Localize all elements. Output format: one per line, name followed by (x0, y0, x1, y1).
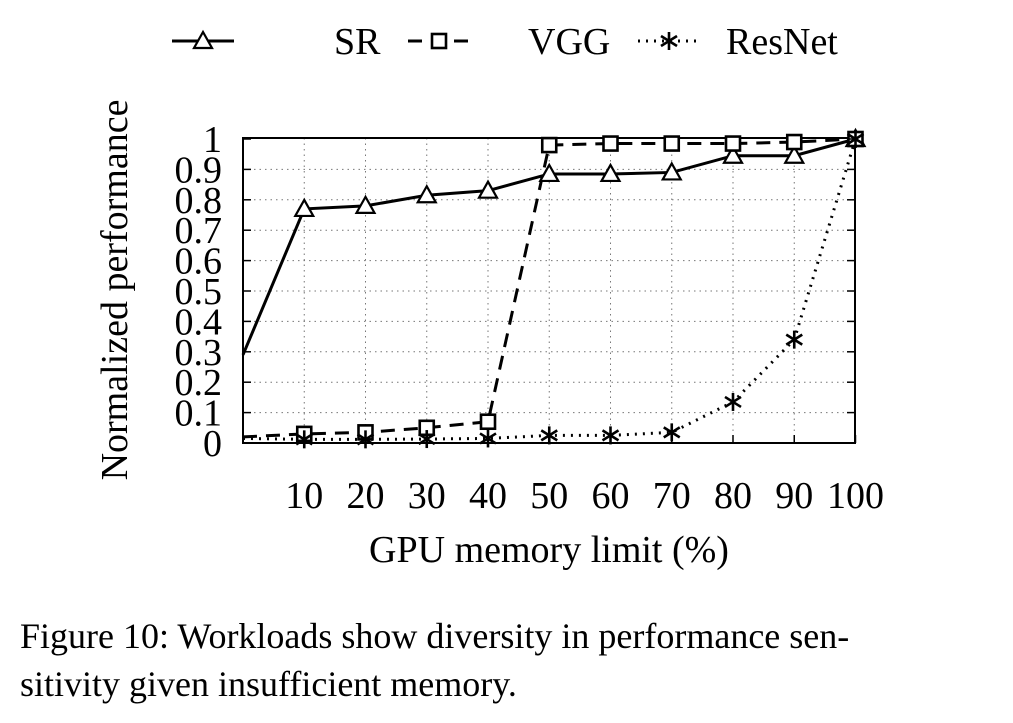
marker-sr (477, 179, 499, 199)
y-tick-label: 0.6 (175, 241, 223, 283)
x-tick-label: 40 (469, 475, 507, 517)
marker-vgg (724, 135, 742, 152)
x-tick-label: 20 (347, 475, 385, 517)
marker-sr (722, 144, 744, 164)
series-line-resnet (242, 138, 857, 441)
grid-lines (243, 138, 855, 443)
marker-stroke (660, 34, 678, 48)
marker-stroke (785, 333, 803, 346)
x-tick-label: 10 (285, 475, 323, 517)
y-axis-label: Normalized performance (94, 100, 136, 481)
marker-stroke (846, 132, 865, 146)
series-lines (241, 137, 857, 441)
y-tick-label: 0.9 (175, 149, 223, 191)
y-tick-label: 0.4 (175, 301, 223, 343)
x-axis-label: GPU memory limit (%) (369, 529, 729, 571)
y-tick-labels: 00.10.20.30.40.50.60.70.80.91 (175, 119, 855, 465)
performance-chart: SR VGG ResNet 00.10.20.30.40.50.60.70.80.9… (94, 21, 884, 571)
x-tick-label: 80 (714, 475, 752, 517)
marker-sr (415, 183, 438, 204)
series-line-vgg (242, 137, 856, 439)
x-tick-label: 90 (775, 475, 813, 517)
y-tick-label: 1 (203, 119, 222, 161)
marker-sr (783, 144, 806, 164)
marker-sr (538, 162, 561, 183)
y-tick-label: 0.5 (175, 271, 223, 313)
series-markers (293, 127, 867, 449)
marker-vgg (479, 413, 497, 431)
legend-marker-sr (192, 29, 214, 50)
y-tick-label: 0.7 (175, 210, 223, 252)
marker-vgg (602, 135, 619, 152)
y-tick-label: 0.8 (175, 180, 223, 222)
y-tick-label: 0.1 (175, 393, 223, 435)
x-tick-label: 100 (827, 475, 884, 517)
figure-caption: Figure 10: Workloads show diversity in p… (20, 612, 995, 708)
marker-stroke (663, 426, 681, 439)
caption-line-1: Figure 10: Workloads show diversity in p… (20, 616, 850, 656)
marker-resnet (724, 392, 742, 411)
x-tick-labels: 10 20 30 40 50 60 70 80 90 100 (285, 435, 884, 517)
x-tick-label: 60 (592, 475, 630, 517)
marker-sr (660, 161, 683, 181)
marker-sr (354, 194, 377, 214)
marker-stroke (724, 395, 742, 409)
marker-vgg (785, 133, 803, 151)
x-tick-label: 50 (530, 475, 568, 517)
x-tick-label: 30 (408, 475, 446, 517)
marker-resnet (785, 330, 803, 349)
y-tick-label: 0.2 (175, 362, 223, 404)
marker-vgg (540, 136, 558, 154)
legend-marker-vgg (430, 32, 448, 50)
legend-label-sr: SR (334, 21, 381, 63)
y-tick-label: 0 (203, 423, 222, 465)
marker-resnet (846, 130, 865, 148)
legend-label-vgg: VGG (528, 21, 610, 63)
marker-sr (599, 162, 622, 183)
caption-line-2: sitivity given insufficient memory. (20, 664, 517, 704)
y-tick-label: 0.3 (175, 332, 223, 374)
legend-label-resnet: ResNet (726, 21, 838, 63)
marker-sr (293, 197, 316, 218)
legend-marker-resnet (660, 32, 678, 50)
legend: SR VGG ResNet (172, 21, 838, 63)
x-tick-label: 70 (653, 475, 691, 517)
marker-vgg (663, 135, 681, 152)
